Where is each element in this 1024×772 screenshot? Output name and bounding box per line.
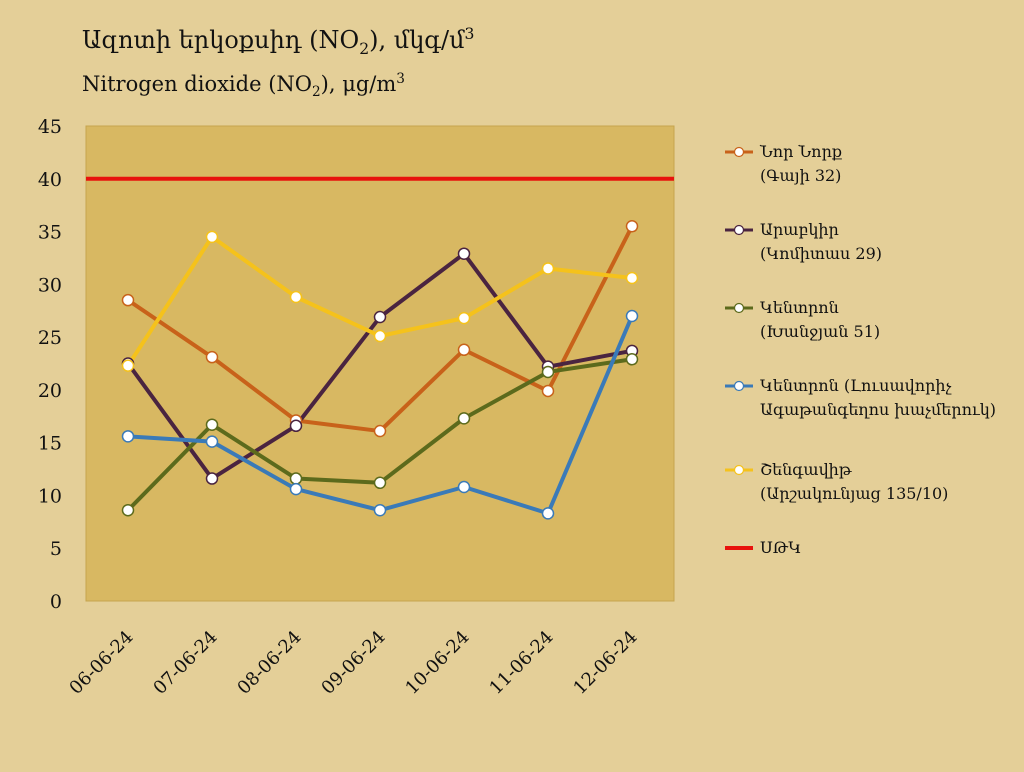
legend-label: ՍԹԿ bbox=[760, 538, 802, 557]
plot-area bbox=[85, 125, 675, 602]
y-tick-label: 5 bbox=[50, 538, 62, 560]
data-point bbox=[373, 310, 387, 324]
data-point bbox=[289, 419, 303, 433]
y-tick-label: 0 bbox=[50, 591, 62, 613]
legend-label-sub: (Գայի 32) bbox=[760, 166, 842, 185]
legend-label-sub: (Կոմիտաս 29) bbox=[760, 244, 882, 263]
data-point bbox=[625, 220, 639, 233]
legend-label: Շենգավիթ bbox=[760, 460, 852, 479]
data-point bbox=[373, 503, 387, 517]
chart-title: Ազոտի երկօքսիդ (NO2), մկգ/մ3 Nitrogen di… bbox=[82, 18, 474, 106]
title-english: Nitrogen dioxide (NO2), μg/m3 bbox=[82, 70, 405, 100]
legend-swatch bbox=[725, 224, 753, 236]
data-point bbox=[205, 472, 219, 485]
data-point bbox=[541, 384, 555, 398]
data-point bbox=[373, 424, 387, 438]
legend-label-sub: (Արշակունյաց 135/10) bbox=[760, 484, 949, 503]
data-point bbox=[457, 412, 471, 425]
x-tick-label: 09-06-24 bbox=[317, 627, 389, 699]
x-tick-label: 07-06-24 bbox=[149, 627, 221, 699]
legend-swatch bbox=[725, 546, 753, 550]
x-tick-label: 08-06-24 bbox=[233, 627, 305, 699]
y-tick-label: 35 bbox=[38, 222, 62, 244]
data-point bbox=[289, 482, 303, 496]
data-point bbox=[625, 353, 639, 366]
y-tick-label: 15 bbox=[38, 433, 62, 455]
data-point bbox=[205, 350, 219, 364]
data-point bbox=[373, 329, 387, 343]
legend-label: Կենտրոն (Լուսավորիչ bbox=[760, 376, 952, 395]
data-point bbox=[625, 309, 639, 323]
data-point bbox=[457, 311, 471, 325]
legend-label: Նոր Նորք bbox=[760, 142, 843, 161]
data-point bbox=[205, 418, 219, 431]
title-armenian: Ազոտի երկօքսիդ (NO2), մկգ/մ3 bbox=[82, 25, 475, 58]
legend-label-sub: Ագաթանգեղոս խաչմերուկ) bbox=[760, 400, 997, 419]
y-tick-label: 25 bbox=[38, 327, 62, 349]
data-point bbox=[541, 262, 555, 275]
y-axis: 0 5 10 15 20 25 30 35 40 45 bbox=[38, 116, 62, 613]
legend-swatch bbox=[725, 146, 753, 158]
x-tick-label: 11-06-24 bbox=[485, 627, 557, 699]
x-tick-label: 06-06-24 bbox=[65, 627, 137, 699]
legend-swatch bbox=[725, 380, 753, 392]
y-tick-label: 30 bbox=[38, 274, 62, 296]
y-tick-label: 45 bbox=[38, 116, 62, 138]
data-point bbox=[541, 365, 555, 379]
data-point bbox=[373, 476, 387, 490]
data-point bbox=[289, 472, 303, 485]
y-tick-label: 40 bbox=[38, 169, 62, 191]
x-tick-label: 12-06-24 bbox=[569, 627, 641, 699]
legend-swatch bbox=[725, 464, 753, 476]
data-point bbox=[625, 271, 639, 285]
y-tick-label: 20 bbox=[38, 380, 62, 402]
data-point bbox=[121, 430, 135, 443]
series-group bbox=[121, 220, 639, 520]
data-point bbox=[289, 290, 303, 304]
data-point bbox=[205, 230, 219, 244]
legend-label-sub: (Խանջյան 51) bbox=[760, 322, 881, 341]
x-axis: 06-06-24 07-06-24 08-06-24 09-06-24 10-06-24… bbox=[65, 627, 641, 699]
data-point bbox=[541, 507, 555, 520]
x-tick-label: 10-06-24 bbox=[401, 627, 473, 699]
data-point bbox=[121, 293, 135, 307]
data-point bbox=[121, 359, 135, 372]
data-point bbox=[121, 503, 135, 517]
y-tick-label: 10 bbox=[38, 485, 62, 507]
data-point bbox=[457, 343, 471, 357]
data-point bbox=[457, 480, 471, 494]
data-point bbox=[457, 247, 471, 260]
legend-swatch bbox=[725, 302, 753, 314]
data-point bbox=[205, 435, 219, 448]
legend-label: Արաբկիր bbox=[760, 220, 839, 239]
legend-label: Կենտրոն bbox=[760, 298, 839, 317]
